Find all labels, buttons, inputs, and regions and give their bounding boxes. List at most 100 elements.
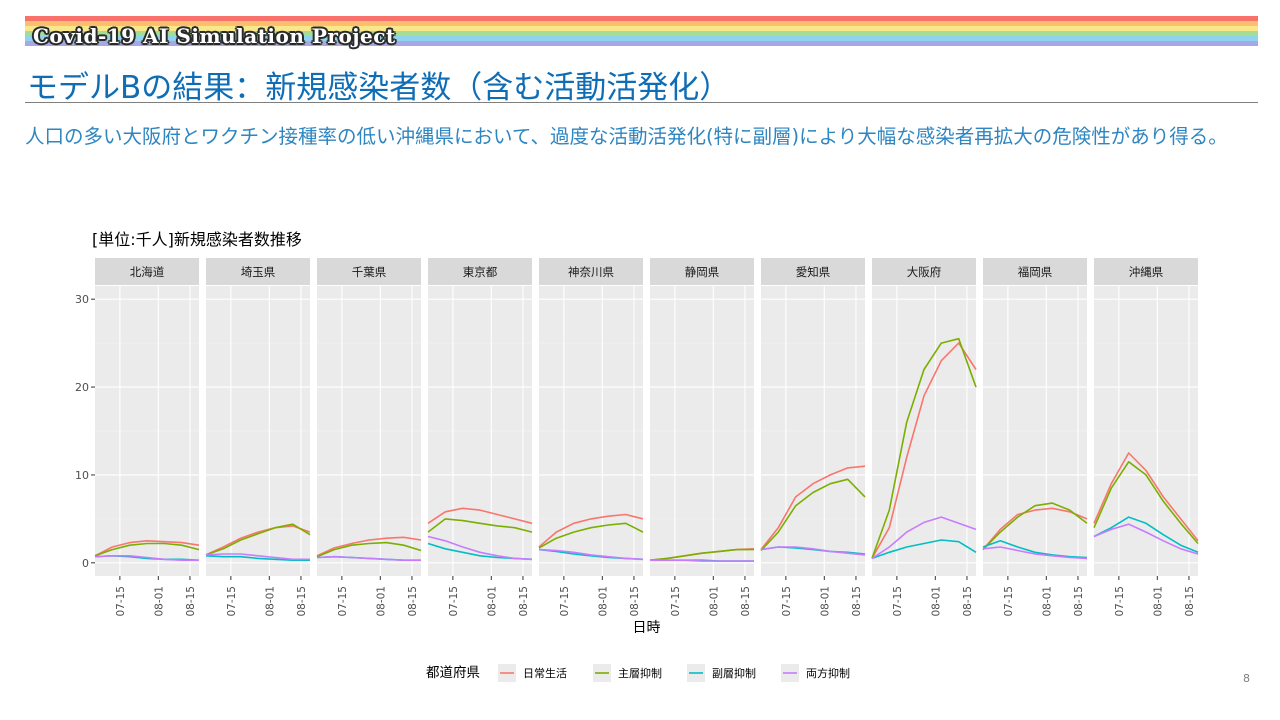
x-tick-label: 08-15 xyxy=(629,586,641,617)
series-line xyxy=(1093,461,1199,545)
series-line xyxy=(982,502,1088,551)
facet-strip xyxy=(317,258,421,285)
series-line xyxy=(760,465,866,551)
x-tick-label: 07-15 xyxy=(337,586,349,617)
rainbow-stripe xyxy=(25,31,1258,36)
facet-label: 沖縄県 xyxy=(1129,265,1164,279)
series-line xyxy=(205,553,310,561)
series-line xyxy=(760,478,866,552)
facet-label: 愛知県 xyxy=(796,265,831,279)
series-line xyxy=(427,535,533,561)
x-tick-label: 07-15 xyxy=(559,586,571,617)
series-line xyxy=(982,546,1088,560)
slide-title: モデルBの結果：新規感染者数（含む活動活発化） xyxy=(27,70,731,106)
facet-label: 埼玉県 xyxy=(241,265,276,279)
rainbow-stripe xyxy=(25,26,1258,31)
facet-strip xyxy=(95,258,199,285)
facet-strip xyxy=(1094,258,1198,285)
facet-label: 東京都 xyxy=(463,265,498,279)
facet-label: 福岡県 xyxy=(1018,265,1053,279)
series-line xyxy=(1093,452,1199,542)
x-tick-label: 08-01 xyxy=(819,586,831,617)
series-line xyxy=(982,507,1088,551)
page-number: 8 xyxy=(1243,672,1250,685)
series-line xyxy=(650,559,754,562)
series-line xyxy=(205,523,311,556)
series-line xyxy=(871,516,977,560)
facet-strip xyxy=(206,258,310,285)
facet-strip xyxy=(761,258,865,285)
x-tick-label: 08-15 xyxy=(407,586,419,617)
title-divider xyxy=(25,102,1258,103)
series-line xyxy=(205,555,310,561)
x-tick-label: 08-15 xyxy=(851,586,863,617)
y-tick-label: 20 xyxy=(75,381,89,394)
x-tick-label: 08-15 xyxy=(1073,586,1085,617)
y-tick-label: 10 xyxy=(75,469,89,482)
legend-label: 副層抑制 xyxy=(712,666,756,680)
legend-title: 都道府県 xyxy=(426,665,480,681)
series-line xyxy=(871,337,977,559)
series-line xyxy=(649,548,754,561)
series-line xyxy=(1093,523,1199,555)
series-line xyxy=(871,342,977,559)
x-tick-label: 07-15 xyxy=(1003,586,1015,617)
x-tick-label: 08-01 xyxy=(708,586,720,617)
project-logo-text: Covid-19 AI Simulation Project xyxy=(33,24,396,48)
x-tick-label: 08-15 xyxy=(518,586,530,617)
series-line xyxy=(760,546,866,556)
x-tick-label: 07-15 xyxy=(115,586,127,617)
series-line xyxy=(94,540,200,557)
rainbow-stripe xyxy=(25,21,1258,26)
chart-title: [単位:千人]新規感染者数推移 xyxy=(92,230,302,249)
series-line xyxy=(538,548,644,561)
series-line xyxy=(538,513,644,548)
x-tick-label: 07-15 xyxy=(448,586,460,617)
legend-label: 主層抑制 xyxy=(618,666,662,680)
series-line xyxy=(94,542,200,557)
x-tick-label: 07-15 xyxy=(226,586,238,617)
series-line xyxy=(94,555,199,561)
x-tick-label: 08-01 xyxy=(1041,586,1053,617)
series-line xyxy=(205,525,311,556)
facet-label: 北海道 xyxy=(130,265,165,279)
rainbow-stripe xyxy=(25,16,1258,21)
rainbow-banner xyxy=(25,16,1258,46)
facet-strip xyxy=(539,258,643,285)
x-tick-label: 08-01 xyxy=(375,586,387,617)
facet-label: 大阪府 xyxy=(907,265,942,279)
x-tick-label: 07-15 xyxy=(892,586,904,617)
series-line xyxy=(316,536,422,557)
legend-label: 両方抑制 xyxy=(806,666,850,680)
series-line xyxy=(427,507,533,525)
series-line xyxy=(1093,516,1199,554)
x-tick-label: 08-15 xyxy=(296,586,308,617)
x-tick-label: 08-15 xyxy=(1184,586,1196,617)
x-tick-label: 08-15 xyxy=(185,586,197,617)
x-tick-label: 08-01 xyxy=(1152,586,1164,617)
x-tick-label: 08-01 xyxy=(264,586,276,617)
facet-strip xyxy=(650,258,754,285)
facet-label: 神奈川県 xyxy=(568,265,614,279)
x-tick-label: 08-15 xyxy=(962,586,974,617)
y-tick-label: 0 xyxy=(82,557,89,570)
x-tick-label: 08-15 xyxy=(740,586,752,617)
x-tick-label: 07-15 xyxy=(670,586,682,617)
x-tick-label: 07-15 xyxy=(1114,586,1126,617)
series-line xyxy=(316,555,421,561)
facet-label: 千葉県 xyxy=(352,265,387,279)
facet-strip xyxy=(428,258,532,285)
series-line xyxy=(316,541,422,558)
x-tick-label: 08-01 xyxy=(597,586,609,617)
y-tick-label: 30 xyxy=(75,293,89,306)
rainbow-stripe xyxy=(25,36,1258,41)
x-tick-label: 07-15 xyxy=(781,586,793,617)
x-tick-label: 08-01 xyxy=(486,586,498,617)
x-axis-label: 日時 xyxy=(633,620,661,636)
facet-strip xyxy=(872,258,976,285)
slide-description: 人口の多い大阪府とワクチン接種率の低い沖縄県において、過度な活動活発化(特に副層… xyxy=(25,125,1228,148)
series-line xyxy=(871,539,977,560)
facet-label: 静岡県 xyxy=(685,265,720,279)
facet-strip xyxy=(983,258,1087,285)
